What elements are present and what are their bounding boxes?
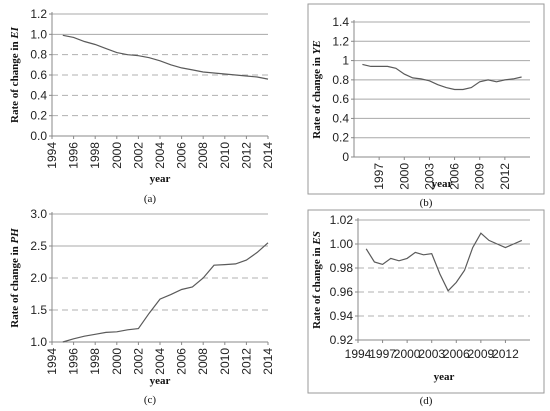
panel-frame: [307, 209, 545, 394]
chart-panel-b: 0 0.2 0.4 0.6 0.8 1 1.2 1.4 1997 2000 2003 2006 2009…: [307, 3, 545, 209]
x-tick-label: 2012: [239, 142, 253, 169]
panel-label: (a): [144, 193, 157, 205]
y-tick-label: 2.5: [30, 239, 47, 253]
series-line: [362, 63, 522, 91]
x-tick-label: 2006: [175, 142, 189, 169]
x-tick-label: 1997: [372, 163, 386, 190]
y-tick-label: 1.2: [30, 7, 47, 21]
y-tick-label: 1.2: [332, 34, 349, 48]
y-axis-title: Rate of change in EI: [9, 26, 21, 123]
x-tick-label: 2012: [498, 163, 512, 190]
y-tick-label: 0.98: [330, 261, 354, 275]
y-tick-label: 1.5: [30, 303, 47, 317]
y-tick-label: 0.2: [30, 109, 47, 123]
y-tick-label: 0.4: [30, 88, 47, 102]
y-tick-label: 1: [342, 54, 349, 68]
x-tick-label: 2006: [443, 347, 470, 361]
chart-panel-a: 0.0 0.2 0.4 0.6 0.8 1.0 1.2 1994 1996 1998 2000 200…: [9, 7, 275, 205]
y-tick-label: 0: [342, 150, 349, 164]
x-axis-title: year: [434, 371, 455, 383]
y-axis-title-text: Rate of change in: [9, 243, 21, 327]
x-tick-label: 2009: [473, 163, 487, 190]
x-tick-label: 2014: [261, 142, 275, 169]
x-tick-label: 2008: [196, 142, 210, 169]
x-tick-label: 2002: [131, 348, 145, 375]
series-line: [62, 242, 269, 343]
panel-label: (c): [144, 394, 157, 406]
x-tick-label: 2012: [492, 347, 519, 361]
y-tick-label: 0.96: [330, 285, 354, 299]
series-line: [62, 34, 269, 80]
y-tick-label: 0.2: [332, 131, 349, 145]
panel-frame: [307, 3, 545, 195]
x-tick-label: 2008: [196, 348, 210, 375]
y-axis-title-text: Rate of change in: [311, 54, 323, 138]
x-tick-label: 2004: [153, 142, 167, 169]
x-tick-label: 1994: [45, 142, 59, 169]
y-axis-title-variable: YE: [311, 40, 323, 54]
y-tick-label: 1.0: [30, 27, 47, 41]
x-tick-label: 2014: [261, 348, 275, 375]
y-tick-label: 0.6: [30, 68, 47, 82]
y-tick-label: 0.8: [30, 48, 47, 62]
panel-label: (b): [420, 197, 433, 209]
x-tick-label: 2000: [397, 163, 411, 190]
y-tick-label: 0.6: [332, 92, 349, 106]
y-tick-label: 0.94: [330, 309, 354, 323]
x-axis-title: year: [150, 173, 171, 185]
x-tick-label: 1997: [369, 347, 396, 361]
y-tick-label: 0.4: [332, 111, 349, 125]
y-axis-title-variable: ES: [311, 231, 323, 245]
x-tick-label: 2000: [110, 142, 124, 169]
y-axis-title: Rate of change in ES: [311, 231, 323, 329]
y-tick-label: 1.02: [330, 213, 354, 227]
x-tick-label: 1998: [88, 142, 102, 169]
y-tick-label: 1.0: [30, 335, 47, 349]
y-tick-label: 1.00: [330, 237, 354, 251]
y-axis-title-variable: EI: [9, 26, 21, 39]
x-tick-label: 2000: [110, 348, 124, 375]
y-tick-label: 1.4: [332, 15, 349, 29]
y-tick-label: 0.8: [332, 73, 349, 87]
x-tick-label: 1994: [45, 348, 59, 375]
y-axis-title-text: Rate of change in: [311, 245, 323, 329]
x-tick-label: 2010: [218, 142, 232, 169]
y-tick-label: 2.0: [30, 271, 47, 285]
y-axis-title-text: Rate of change in: [9, 39, 21, 123]
x-tick-label: 2009: [468, 347, 495, 361]
series-line: [365, 232, 523, 292]
y-axis-title: Rate of change in YE: [311, 40, 323, 138]
x-tick-label: 1998: [88, 348, 102, 375]
chart-panel-d: 0.92 0.94 0.96 0.98 1.00 1.02 1994199720002003…: [307, 209, 545, 407]
x-tick-label: 2000: [394, 347, 421, 361]
x-tick-label: 2012: [239, 348, 253, 375]
y-axis-title-variable: PH: [9, 228, 21, 244]
x-axis-title: year: [432, 178, 453, 190]
x-tick-label: 2006: [175, 348, 189, 375]
x-tick-label: 2010: [218, 348, 232, 375]
y-tick-label: 0.92: [330, 333, 354, 347]
x-tick-label: 2003: [422, 163, 436, 190]
x-tick-label: 1996: [67, 142, 81, 169]
x-tick-label: 2002: [131, 142, 145, 169]
x-tick-label: 1994: [345, 347, 372, 361]
panel-label: (d): [420, 395, 433, 407]
y-tick-label: 3.0: [30, 207, 47, 221]
x-tick-label: 2003: [418, 347, 445, 361]
x-tick-label: 2006: [448, 163, 462, 190]
y-tick-label: 0.0: [30, 129, 47, 143]
x-tick-label: 1996: [67, 348, 81, 375]
y-axis-title: Rate of change in PH: [9, 228, 21, 328]
x-tick-label: 2004: [153, 348, 167, 375]
x-axis-title: year: [150, 375, 171, 387]
chart-panel-c: 1.0 1.5 2.0 2.5 3.0 1994 1996 1998 2000 2002 2004 2…: [9, 207, 275, 406]
